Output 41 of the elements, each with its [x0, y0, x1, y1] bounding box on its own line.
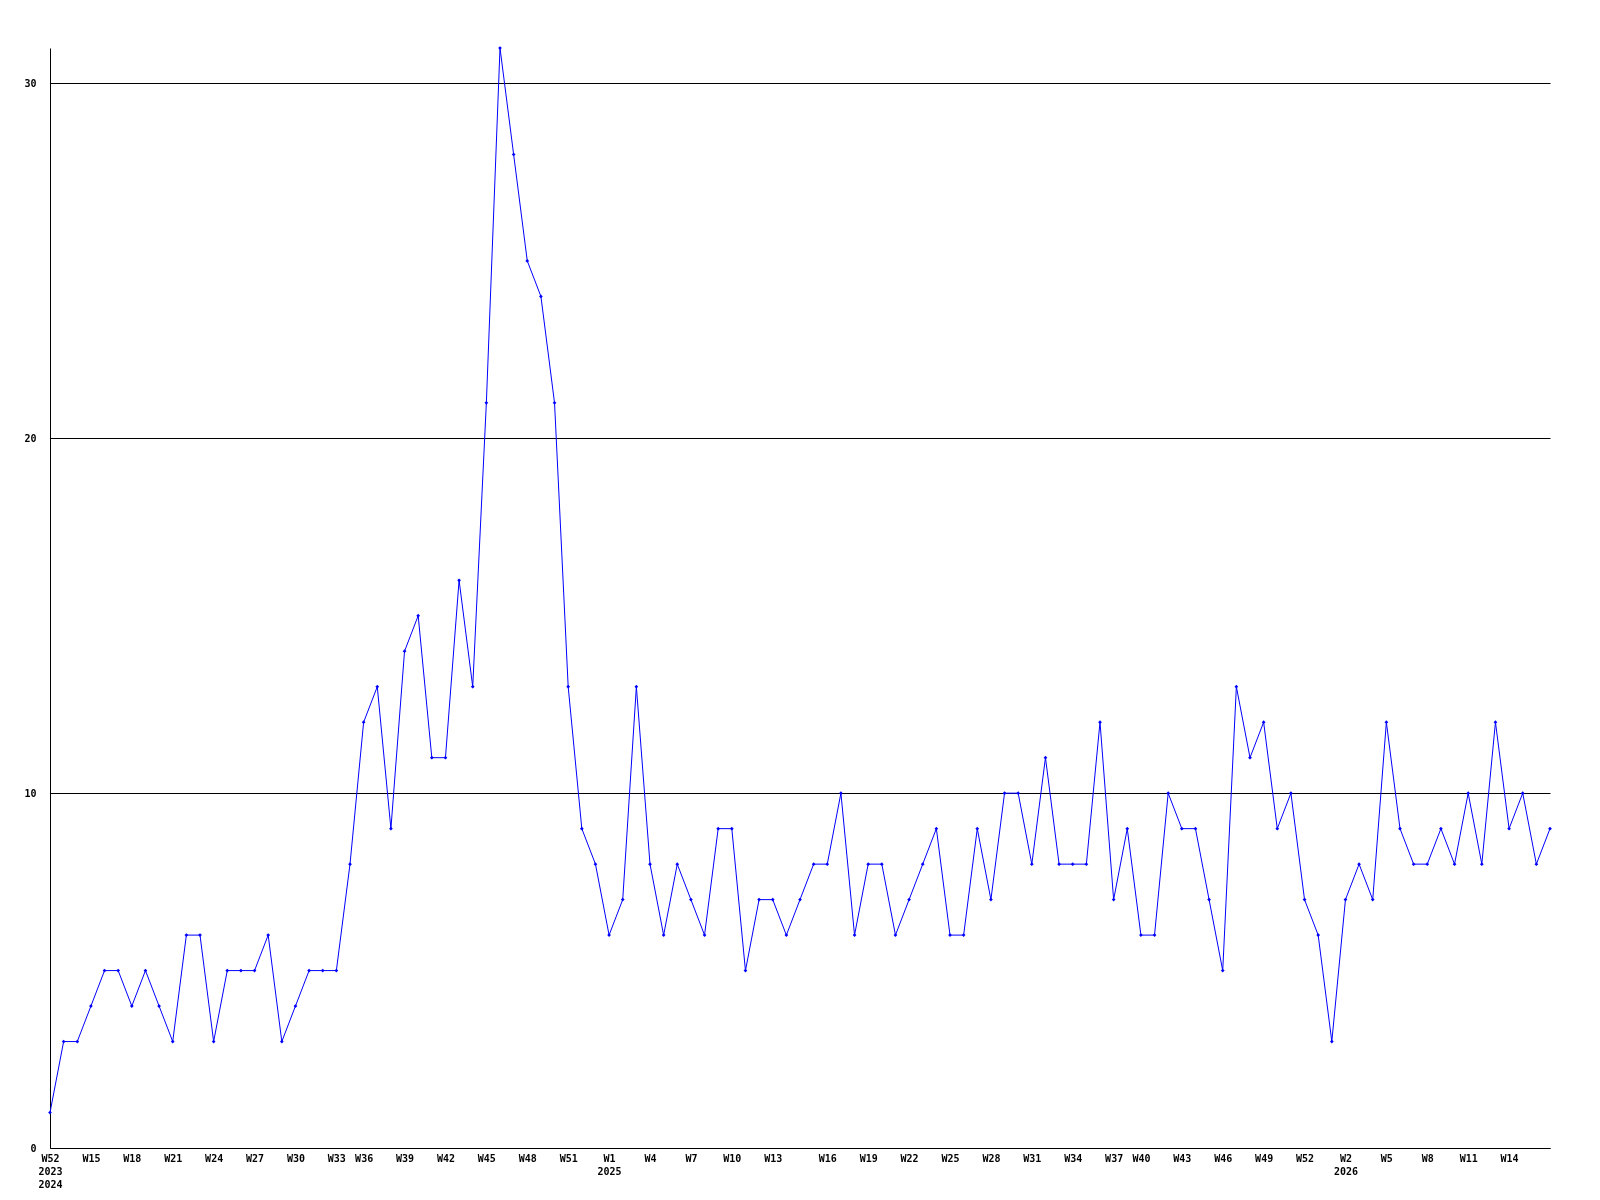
x-tick-label: W1 2025	[597, 1152, 622, 1177]
x-tick-label: W30	[286, 1152, 305, 1164]
x-tick-label: W15	[82, 1152, 101, 1164]
y-tick-label: 30	[24, 77, 37, 89]
x-tick-label: W52 2023 2024	[38, 1152, 63, 1190]
x-tick-label: W14	[1500, 1152, 1519, 1164]
y-tick-label: 0	[30, 1142, 37, 1154]
x-tick-label: W46	[1214, 1152, 1233, 1164]
x-tick-label: W37	[1105, 1152, 1124, 1164]
x-tick-label: W39	[396, 1152, 415, 1164]
x-tick-label: W22	[900, 1152, 919, 1164]
x-tick-label: W31	[1023, 1152, 1042, 1164]
x-tick-label: W10	[723, 1152, 742, 1164]
y-tick-label: 10	[24, 787, 37, 799]
y-tick-label: 20	[24, 432, 37, 444]
x-tick-label: W33	[327, 1152, 346, 1164]
x-tick-label: W36	[355, 1152, 374, 1164]
x-tick-label: W4	[644, 1152, 657, 1164]
x-tick-label: W5	[1380, 1152, 1393, 1164]
x-tick-label: W21	[164, 1152, 183, 1164]
x-tick-label: W19	[859, 1152, 878, 1164]
x-tick-label: W52	[1296, 1152, 1315, 1164]
x-tick-label: W25	[941, 1152, 960, 1164]
x-tick-label: W43	[1173, 1152, 1192, 1164]
x-tick-label: W27	[246, 1152, 265, 1164]
x-tick-label: W7	[685, 1152, 698, 1164]
x-tick-label: W48	[518, 1152, 537, 1164]
x-tick-label: W40	[1132, 1152, 1151, 1164]
x-tick-label: W11	[1459, 1152, 1478, 1164]
x-tick-label: W28	[982, 1152, 1001, 1164]
x-tick-label: W8	[1421, 1152, 1434, 1164]
x-tick-label: W13	[764, 1152, 783, 1164]
x-tick-label: W45	[477, 1152, 496, 1164]
x-tick-label: W2 2026	[1333, 1152, 1358, 1177]
x-tick-label: W42	[436, 1152, 455, 1164]
x-tick-label: W51	[559, 1152, 578, 1164]
x-tick-label: W18	[123, 1152, 142, 1164]
x-tick-label: W34	[1064, 1152, 1083, 1164]
x-tick-label: W16	[818, 1152, 837, 1164]
x-tick-label: W24	[205, 1152, 224, 1164]
x-tick-label: W49	[1255, 1152, 1274, 1164]
